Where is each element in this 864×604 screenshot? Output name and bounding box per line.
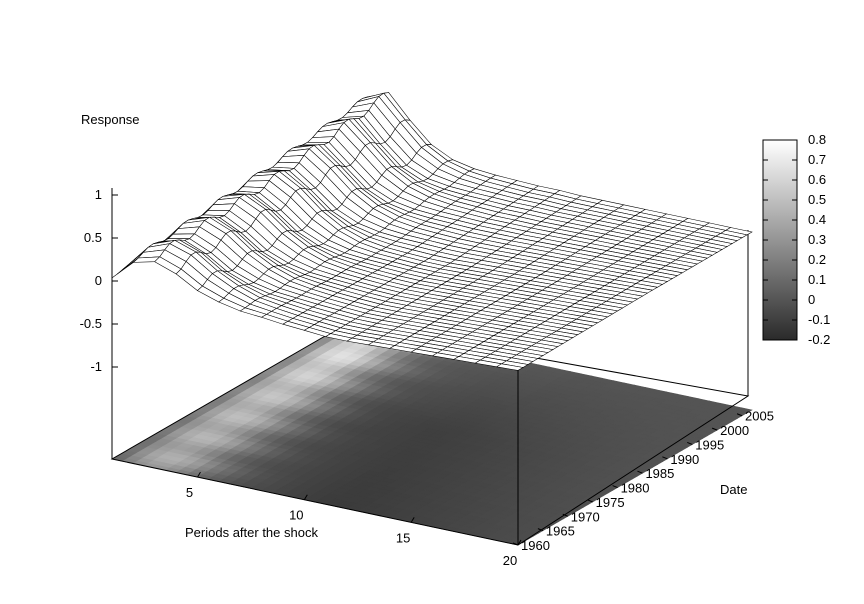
surface-facet: [495, 363, 524, 371]
colorbar-tick-label: 0.4: [808, 212, 826, 227]
floor-heatmap: [111, 323, 753, 546]
colorbar: 0.8 0.7 0.6 0.5 0.4 0.3 0.2 0.1 0 -0.1 -0.2: [762, 132, 830, 347]
y-tick-mark: [562, 513, 568, 517]
y-tick-label: 1990: [670, 452, 699, 467]
colorbar-tick-label: -0.1: [808, 312, 830, 327]
y-tick-label: 1960: [521, 538, 550, 553]
x-tick-label: 20: [503, 553, 517, 568]
y-tick-mark: [587, 499, 593, 503]
x-tick-mark: [303, 494, 308, 500]
x-tick-mark: [410, 517, 415, 523]
colorbar-tick-label: 0.3: [808, 232, 826, 247]
colorbar-tick-label: 0: [808, 292, 815, 307]
colorbar-tick-label: 0.1: [808, 272, 826, 287]
y-tick-label: 1980: [621, 481, 650, 496]
y-tick-mark: [512, 542, 519, 546]
z-tick-label: -1: [90, 359, 102, 374]
y-tick-mark: [711, 427, 718, 431]
y-tick-label: 1970: [571, 509, 600, 524]
y-tick-mark: [537, 528, 544, 532]
y-tick-mark: [736, 413, 743, 417]
z-tick-label: 0.5: [84, 230, 102, 245]
x-tick-mark: [517, 539, 522, 546]
y-tick-mark: [687, 442, 693, 445]
z-tick-label: 1: [95, 187, 102, 202]
surface-facet: [111, 257, 139, 279]
x-tick-label: 5: [186, 485, 193, 500]
x-tick-label: 15: [396, 530, 410, 545]
colorbar-tick-label: 0.5: [808, 192, 826, 207]
y-tick-label: 1985: [645, 466, 674, 481]
colorbar-tick-label: 0.2: [808, 252, 826, 267]
floor-cell: [735, 407, 753, 414]
z-tick-label: 0: [95, 273, 102, 288]
z-axis-label: Response: [81, 112, 140, 127]
y-tick-label: 1965: [546, 524, 575, 539]
colorbar-tick-label: 0.7: [808, 152, 826, 167]
x-tick-label: 10: [289, 508, 303, 523]
surface-mesh: [111, 92, 753, 371]
y-tick-mark: [637, 470, 643, 474]
y-axis-label: Date: [720, 482, 747, 497]
y-tick-label: 2000: [720, 423, 749, 438]
colorbar-tick-label: 0.8: [808, 132, 826, 147]
y-tick-label: 1995: [695, 437, 724, 452]
y-tick-label: 2005: [745, 409, 774, 424]
colorbar-ticks: 0.8 0.7 0.6 0.5 0.4 0.3 0.2 0.1 0 -0.1 -0.2: [763, 132, 830, 347]
y-tick-label: 1975: [596, 495, 625, 510]
tick-labels: 10.50-0.5-151015201960196519701975198019…: [80, 187, 774, 568]
z-tick-label: -0.5: [80, 316, 102, 331]
colorbar-tick-label: -0.2: [808, 332, 830, 347]
y-tick-mark: [662, 456, 668, 460]
colorbar-gradient: [762, 139, 798, 341]
y-tick-mark: [612, 485, 618, 489]
colorbar-tick-label: 0.6: [808, 172, 826, 187]
x-axis-label: Periods after the shock: [185, 525, 318, 540]
x-tick-mark: [197, 471, 201, 478]
